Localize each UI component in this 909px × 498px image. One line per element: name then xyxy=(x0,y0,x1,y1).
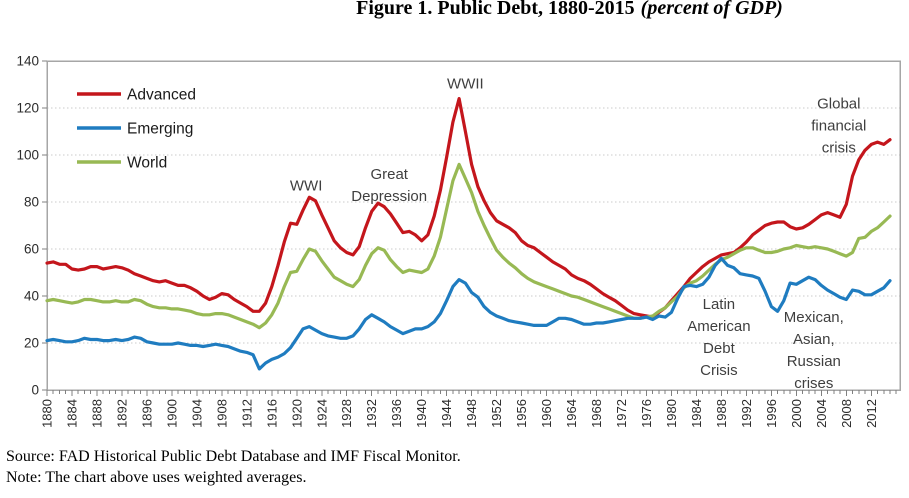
figure-title-main: Figure 1. Public Debt, 1880-2015 xyxy=(356,0,635,19)
y-tick-label: 20 xyxy=(24,336,39,351)
x-tick-label: 2004 xyxy=(814,399,829,428)
x-tick-label: 1976 xyxy=(639,399,654,428)
x-tick-label: 1992 xyxy=(739,399,754,428)
y-tick-label: 60 xyxy=(24,242,39,257)
x-tick-label: 1916 xyxy=(264,399,279,428)
annotation-latin-american-debt-crisis: Latin American Debt Crisis xyxy=(687,296,750,379)
x-tick-label: 1944 xyxy=(439,399,454,428)
figure-title: Figure 1. Public Debt, 1880-2015 (percent… xyxy=(230,0,909,20)
annotation-global-financial-crisis: Global financial crisis xyxy=(811,95,866,156)
x-tick-label: 1928 xyxy=(339,399,354,428)
y-tick-label: 0 xyxy=(31,383,39,398)
y-tick-label: 40 xyxy=(24,289,39,304)
x-tick-label: 1968 xyxy=(589,399,604,428)
x-tick-label: 1880 xyxy=(40,399,55,428)
methodology-note: Note: The chart above uses weighted aver… xyxy=(6,469,307,486)
legend-item-world: World xyxy=(77,155,167,172)
x-tick-label: 1988 xyxy=(714,399,729,428)
emerging-line xyxy=(45,256,892,371)
x-tick-label: 1948 xyxy=(464,399,479,428)
y-tick-label: 80 xyxy=(24,195,39,210)
x-tick-label: 2008 xyxy=(839,399,854,428)
x-tick-label: 2012 xyxy=(864,399,879,428)
legend-item-emerging: Emerging xyxy=(77,121,193,138)
x-tick-label: 1896 xyxy=(139,399,154,428)
x-tick-label: 1996 xyxy=(764,399,779,428)
x-tick-label: 1912 xyxy=(239,399,254,428)
x-tick-label: 1920 xyxy=(289,399,304,428)
x-tick-label: 1924 xyxy=(314,399,329,428)
y-tick-label: 140 xyxy=(16,54,39,69)
legend-label: World xyxy=(127,155,167,172)
x-tick-label: 1972 xyxy=(614,399,629,428)
x-tick-label: 1904 xyxy=(189,399,204,428)
x-tick-label: 1908 xyxy=(214,399,229,428)
x-axis: 1880 1884 1888 1892 1896 1900 1904 1908 1912 1916… xyxy=(40,390,897,428)
x-tick-label: 1952 xyxy=(489,399,504,428)
x-tick-label: 1960 xyxy=(539,399,554,428)
annotation-great-depression: Great Depression xyxy=(351,166,427,205)
world-line xyxy=(45,162,892,330)
x-tick-label: 1892 xyxy=(114,399,129,428)
x-tick-label: 1900 xyxy=(164,399,179,428)
annotation-mexican-asian-russian-crises: Mexican, Asian, Russian crises xyxy=(784,309,844,392)
x-tick-label: 2000 xyxy=(789,399,804,428)
legend-label: Advanced xyxy=(127,87,196,104)
legend-item-advanced: Advanced xyxy=(77,87,196,104)
annotations: WWI Great Depression WWII Latin American Debt C… xyxy=(290,75,866,392)
x-tick-label: 1884 xyxy=(64,399,79,428)
x-tick-label: 1980 xyxy=(664,399,679,428)
advanced-line xyxy=(45,96,892,319)
y-tick-label: 100 xyxy=(16,148,39,163)
y-tick-label: 120 xyxy=(16,101,39,116)
x-tick-label: 1932 xyxy=(364,399,379,428)
public-debt-line-chart: 0 20 40 60 80 100 120 140 1880 1884 1888 1892 1896 19… xyxy=(16,54,901,428)
annotation-wwii: WWII xyxy=(447,75,484,92)
x-tick-label: 1888 xyxy=(89,399,104,428)
plot-border xyxy=(46,60,901,391)
figure-title-qualifier: (percent of GDP) xyxy=(640,0,783,19)
x-tick-label: 1936 xyxy=(389,399,404,428)
legend-label: Emerging xyxy=(127,121,193,138)
x-tick-label: 1940 xyxy=(414,399,429,428)
annotation-wwi: WWI xyxy=(290,178,322,195)
source-note: Source: FAD Historical Public Debt Datab… xyxy=(6,448,461,465)
series xyxy=(45,96,892,371)
x-tick-label: 1956 xyxy=(514,399,529,428)
x-tick-label: 1984 xyxy=(689,399,704,428)
x-tick-label: 1964 xyxy=(564,399,579,428)
legend: Advanced Emerging World xyxy=(77,87,196,172)
y-axis: 0 20 40 60 80 100 120 140 xyxy=(16,54,47,398)
